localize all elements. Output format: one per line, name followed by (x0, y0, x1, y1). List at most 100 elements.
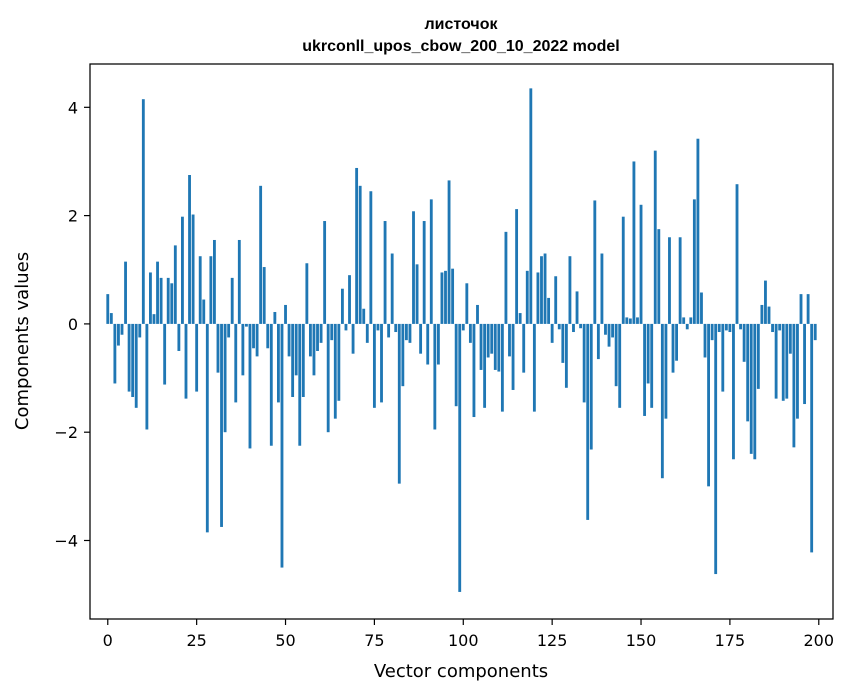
bar-136 (589, 323, 593, 450)
bar-85 (408, 323, 412, 343)
bar-80 (390, 253, 394, 324)
bar-182 (753, 323, 757, 460)
bar-36 (234, 323, 238, 403)
bar-128 (561, 323, 565, 363)
bar-2 (113, 323, 117, 384)
bar-0 (106, 294, 110, 324)
chart-subtitle: ukrconll_upos_cbow_200_10_2022 model (302, 38, 619, 55)
bar-124 (547, 297, 551, 324)
bar-68 (348, 275, 351, 324)
bar-163 (685, 323, 689, 330)
bar-99 (458, 323, 462, 592)
y-tick-label--2: −2 (54, 423, 78, 442)
bar-112 (504, 231, 508, 324)
bar-141 (607, 323, 611, 347)
bar-95 (444, 270, 447, 324)
bar-133 (579, 323, 583, 329)
bar-154 (653, 150, 657, 324)
bar-190 (781, 323, 785, 401)
bar-93 (436, 323, 440, 365)
bar-50 (284, 304, 287, 324)
bar-59 (316, 323, 319, 351)
bar-193 (792, 323, 796, 448)
bar-54 (298, 323, 302, 446)
bar-107 (486, 323, 490, 358)
bar-114 (511, 323, 515, 390)
bar-198 (810, 323, 814, 553)
bar-31 (216, 323, 220, 373)
x-tick-label-125: 125 (537, 631, 568, 650)
bar-23 (188, 175, 191, 324)
bar-157 (664, 323, 668, 419)
y-tick-label-2: 2 (68, 207, 78, 226)
bar-161 (678, 237, 682, 324)
bar-75 (372, 323, 376, 408)
bar-177 (735, 184, 739, 324)
bar-4 (120, 323, 124, 335)
bar-34 (227, 323, 231, 338)
bar-35 (230, 277, 234, 324)
bar-196 (803, 323, 806, 405)
bar-120 (532, 323, 536, 412)
bar-173 (721, 323, 725, 392)
bar-14 (156, 261, 159, 324)
y-tick-label--4: −4 (54, 531, 78, 550)
y-axis: −4 −2 0 2 4 (54, 98, 90, 550)
bar-66 (340, 288, 344, 324)
bar-109 (493, 323, 497, 370)
x-tick-label-175: 175 (715, 631, 746, 650)
bar-96 (447, 180, 451, 324)
bar-195 (799, 294, 803, 324)
bar-40 (248, 323, 252, 449)
bar-29 (209, 256, 213, 324)
bar-129 (564, 323, 568, 388)
bar-160 (675, 323, 679, 361)
bar-26 (198, 256, 202, 324)
bar-116 (518, 313, 522, 324)
bar-156 (660, 323, 664, 479)
bar-72 (362, 308, 366, 324)
bar-135 (586, 323, 590, 520)
bar-3 (117, 323, 120, 346)
bar-132 (575, 291, 579, 324)
bar-145 (621, 216, 625, 324)
bar-21 (181, 216, 184, 324)
bar-179 (742, 323, 746, 362)
bar-140 (604, 323, 607, 335)
bar-67 (344, 323, 348, 331)
bar-146 (625, 317, 629, 324)
bar-60 (319, 323, 323, 343)
bar-151 (643, 323, 647, 416)
bar-102 (468, 323, 472, 343)
bar-7 (131, 323, 135, 397)
bar-144 (618, 323, 622, 408)
bar-170 (710, 323, 714, 341)
bar-88 (419, 323, 423, 354)
x-tick-label-150: 150 (626, 631, 657, 650)
bar-149 (636, 317, 639, 324)
bar-171 (714, 323, 718, 575)
bar-150 (639, 204, 643, 324)
bar-61 (323, 221, 327, 324)
bar-147 (628, 318, 632, 324)
bar-39 (244, 323, 248, 327)
bar-9 (138, 323, 142, 338)
bar-47 (273, 311, 277, 324)
bar-87 (415, 264, 419, 324)
bar-48 (276, 323, 280, 403)
bar-143 (614, 323, 618, 387)
bar-25 (195, 323, 199, 392)
bar-101 (465, 283, 469, 324)
bar-178 (739, 323, 742, 330)
bar-191 (785, 323, 789, 399)
bar-69 (351, 323, 355, 354)
bar-12 (149, 272, 152, 324)
bar-164 (689, 317, 693, 324)
bar-71 (358, 185, 362, 324)
bars-group (106, 88, 817, 592)
bar-83 (401, 323, 405, 387)
bar-97 (451, 268, 455, 324)
bar-94 (440, 272, 444, 324)
bar-78 (383, 221, 387, 324)
bar-167 (700, 292, 703, 324)
